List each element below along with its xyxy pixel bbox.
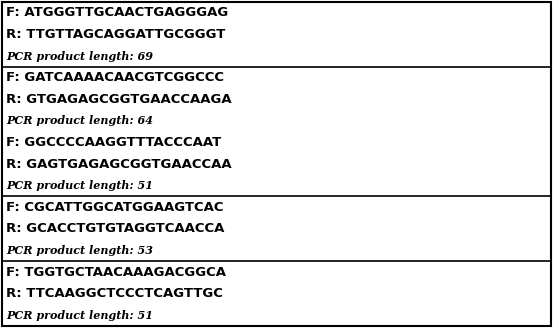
Text: PCR product length: 69: PCR product length: 69: [6, 51, 153, 62]
Text: PCR product length: 51: PCR product length: 51: [6, 310, 153, 321]
Text: R: GTGAGAGCGGTGAACCAAGA: R: GTGAGAGCGGTGAACCAAGA: [6, 93, 232, 106]
Text: F: TGGTGCTAACAAAGACGGCA: F: TGGTGCTAACAAAGACGGCA: [6, 265, 226, 278]
Text: R: TTCAAGGCTCCCTCAGTTGC: R: TTCAAGGCTCCCTCAGTTGC: [6, 287, 223, 300]
Text: R: GAGTGAGAGCGGTGAACCAA: R: GAGTGAGAGCGGTGAACCAA: [6, 157, 232, 171]
Text: PCR product length: 51: PCR product length: 51: [6, 180, 153, 191]
Text: F: CGCATTGGCATGGAAGTCAC: F: CGCATTGGCATGGAAGTCAC: [6, 201, 223, 214]
Text: R: GCACCTGTGTAGGTCAACCA: R: GCACCTGTGTAGGTCAACCA: [6, 222, 225, 235]
Text: PCR product length: 64: PCR product length: 64: [6, 115, 153, 126]
Text: R: TTGTTAGCAGGATTGCGGGT: R: TTGTTAGCAGGATTGCGGGT: [6, 28, 226, 41]
Text: F: ATGGGTTGCAACTGAGGGAG: F: ATGGGTTGCAACTGAGGGAG: [6, 6, 228, 19]
Text: F: GATCAAAACAACGTCGGCCC: F: GATCAAAACAACGTCGGCCC: [6, 71, 224, 84]
Text: F: GGCCCCAAGGTTTACCCAAT: F: GGCCCCAAGGTTTACCCAAT: [6, 136, 221, 149]
Text: PCR product length: 53: PCR product length: 53: [6, 245, 153, 256]
